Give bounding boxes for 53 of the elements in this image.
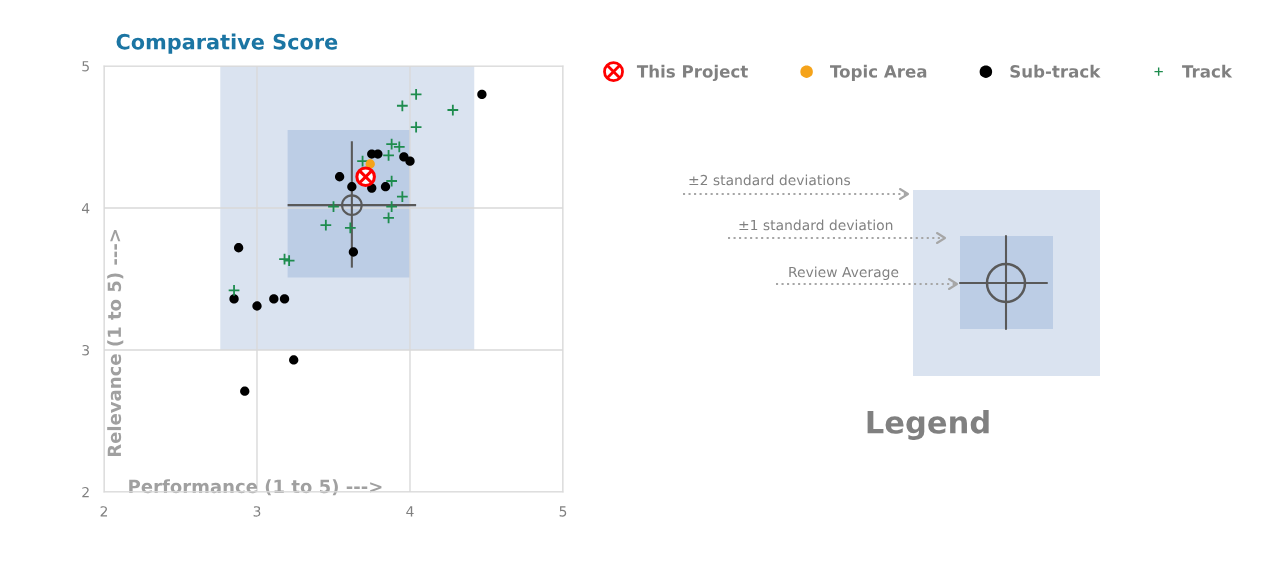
- point: [446, 103, 460, 117]
- y-tick-label: 3: [82, 344, 89, 356]
- point: [380, 182, 391, 192]
- point: [233, 243, 244, 253]
- y-tick-label: 5: [82, 61, 89, 72]
- x-tick-label: 5: [559, 506, 567, 517]
- point: [327, 200, 340, 213]
- point: [477, 89, 487, 100]
- legend-label: This Project: [636, 64, 748, 82]
- point: [278, 252, 291, 266]
- text: ±2 standard deviations: [689, 174, 851, 186]
- point: [344, 221, 357, 235]
- point: [382, 211, 395, 225]
- point: [385, 200, 398, 213]
- point: [396, 99, 409, 113]
- point: [289, 355, 299, 365]
- x-tick-label: 4: [406, 506, 414, 517]
- y-tick-label: 2: [82, 486, 89, 498]
- point: [373, 149, 383, 159]
- point: [269, 294, 279, 304]
- text: Legend: [867, 410, 989, 440]
- x-axis-title: Performance (1 to 5) --->: [129, 479, 382, 496]
- point: [227, 284, 241, 297]
- point: [282, 254, 296, 267]
- point: [382, 149, 395, 162]
- point: [365, 159, 375, 169]
- point: [319, 218, 333, 232]
- point: [409, 88, 423, 101]
- y-tick-label: 4: [81, 203, 90, 214]
- y-axis-title: Relevance (1 to 5) --->: [107, 229, 124, 457]
- point: [405, 156, 415, 166]
- point: [240, 386, 250, 396]
- point: [393, 140, 406, 154]
- point: [356, 154, 369, 168]
- legend-label: Track: [1182, 64, 1233, 78]
- point: [252, 301, 262, 311]
- point: [347, 182, 357, 192]
- text: Review Average: [789, 266, 899, 280]
- legend-label: Sub-track: [1010, 64, 1101, 78]
- point: [409, 120, 423, 134]
- x-tick-label: 3: [253, 506, 261, 517]
- x-tick-label: 2: [100, 506, 108, 517]
- legend-label: Topic Area: [830, 64, 927, 81]
- chart-title: Comparative Score: [116, 33, 338, 54]
- point: [396, 190, 409, 203]
- point: [341, 194, 363, 217]
- point: [279, 294, 290, 304]
- point: [385, 174, 398, 188]
- point: [229, 294, 239, 304]
- point: [334, 172, 345, 182]
- text: ±1 standard deviation: [739, 219, 893, 231]
- point: [385, 137, 398, 151]
- point: [348, 247, 359, 257]
